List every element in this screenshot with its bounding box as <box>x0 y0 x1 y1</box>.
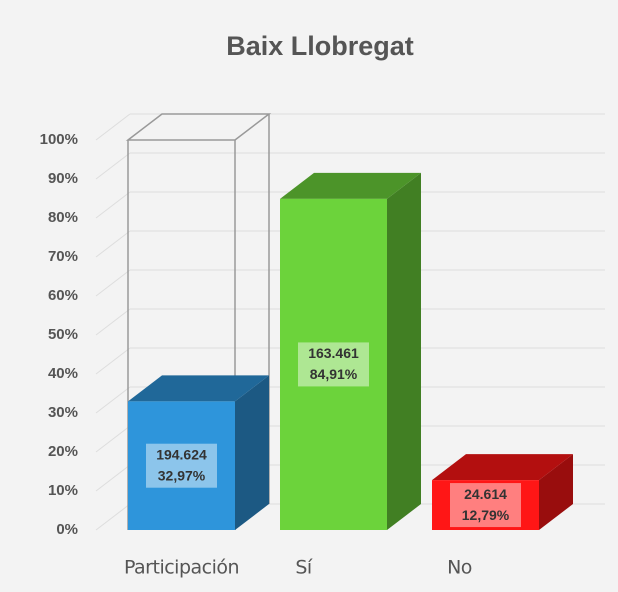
grid-line <box>95 503 131 531</box>
y-tick-label: 70% <box>48 248 78 265</box>
value-label: 12,79% <box>462 507 510 523</box>
grid-line <box>95 113 131 141</box>
y-tick-label: 80% <box>48 209 78 226</box>
label-box <box>146 443 217 488</box>
y-tick-label: 100% <box>40 131 78 148</box>
bar-side <box>235 375 269 530</box>
bar-side <box>387 172 421 530</box>
x-tick-label: No <box>447 557 472 579</box>
y-tick-label: 40% <box>48 365 78 382</box>
grid-line <box>95 347 131 375</box>
bar-front <box>128 401 235 530</box>
value-label: 32,97% <box>158 467 206 483</box>
grid-line <box>95 191 131 219</box>
grid-line <box>95 230 131 258</box>
value-label: 84,91% <box>310 366 358 382</box>
grid-line <box>95 425 131 453</box>
bar-front <box>432 480 539 530</box>
grid-line <box>95 152 131 180</box>
x-tick-label: Participación <box>124 557 239 579</box>
y-tick-label: 20% <box>48 443 78 460</box>
bar-top <box>432 454 573 481</box>
count-label: 194.624 <box>156 446 207 462</box>
grid-line <box>95 269 131 297</box>
bar: 194.624 32,97% <box>125 113 272 530</box>
bar-top <box>280 172 421 199</box>
grid-line <box>95 464 131 492</box>
grid-line <box>95 386 131 414</box>
x-tick-label: Sí <box>295 557 313 579</box>
y-tick-label: 60% <box>48 287 78 304</box>
label-box <box>298 342 369 387</box>
y-tick-label: 50% <box>48 326 78 343</box>
y-tick-label: 90% <box>48 170 78 187</box>
bar-front <box>280 198 387 530</box>
label-box <box>450 483 521 528</box>
y-tick-label: 30% <box>48 404 78 421</box>
y-tick-label: 10% <box>48 482 78 499</box>
bar-side <box>539 454 573 530</box>
bar: 163.461 84,91% <box>280 172 421 530</box>
y-tick-label: 0% <box>56 521 78 538</box>
bar: 24.614 12,79% <box>432 454 573 530</box>
bar-top <box>128 375 269 402</box>
count-label: 163.461 <box>308 345 359 361</box>
grid-line <box>95 308 131 336</box>
chart-title: Baix Llobregat <box>226 31 414 61</box>
count-label: 24.614 <box>464 486 507 502</box>
